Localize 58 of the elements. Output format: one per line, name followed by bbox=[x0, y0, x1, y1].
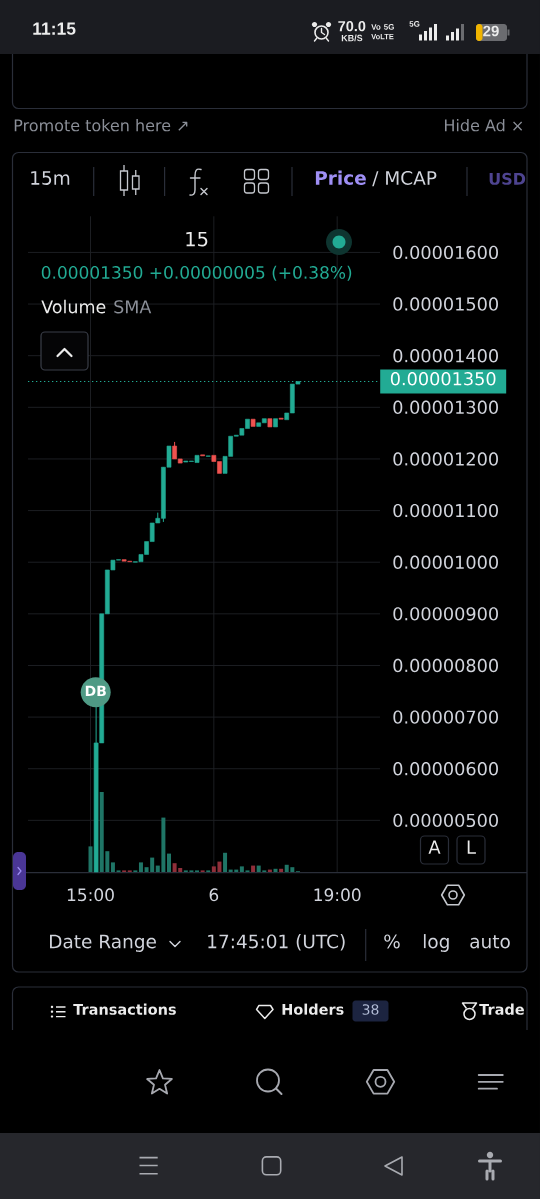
text: Vo bbox=[371, 24, 381, 30]
y-tick-label: 0.00001200 bbox=[393, 452, 498, 466]
text: Promote token here ↗ bbox=[14, 118, 188, 132]
y-tick-label: 0.00000900 bbox=[393, 607, 498, 621]
candlestick bbox=[200, 454, 205, 457]
y-tick-label: 0.00001100 bbox=[393, 503, 498, 518]
text: USD bbox=[489, 172, 526, 185]
y-tick-label: 0.00000500 bbox=[393, 813, 498, 828]
y-tick-label: 0.00000600 bbox=[393, 762, 498, 776]
text: 17:45:01 (UTC) bbox=[208, 934, 345, 951]
text: 70.0 bbox=[338, 21, 366, 32]
y-tick-label: 0.00001300 bbox=[393, 400, 498, 415]
chart-title: Volume bbox=[41, 299, 106, 314]
y-tick-label: 0.00001400 bbox=[393, 348, 498, 363]
y-tick-label: 0.00001500 bbox=[393, 297, 498, 311]
text: L bbox=[467, 840, 476, 854]
text: A bbox=[428, 840, 441, 854]
text: / MCAP bbox=[372, 170, 437, 187]
candlestick bbox=[278, 417, 284, 420]
text: 15m bbox=[31, 171, 70, 185]
text: Hide Ad × bbox=[445, 118, 523, 132]
y-tick-label: 0.00001000 bbox=[393, 555, 498, 569]
x-tick-label: 15:00 bbox=[67, 888, 114, 902]
text: log bbox=[423, 934, 449, 952]
bar bbox=[166, 853, 171, 872]
text: Price bbox=[315, 170, 366, 185]
text: 29 bbox=[483, 25, 499, 37]
y-tick-label: 0.00001600 bbox=[393, 245, 498, 260]
text: 38 bbox=[362, 1004, 379, 1015]
bar bbox=[88, 846, 93, 872]
y-tick-label: 0.00000700 bbox=[393, 710, 498, 724]
text: 11:15 bbox=[33, 22, 76, 35]
y-tick-label: 0.00000800 bbox=[393, 658, 498, 673]
ref-line-label: 0.00001350 bbox=[390, 372, 496, 386]
text: Transactions bbox=[73, 1003, 176, 1015]
text: Trade bbox=[479, 1003, 524, 1015]
x-tick-label: 19:00 bbox=[314, 888, 361, 902]
bar bbox=[223, 852, 228, 872]
bar bbox=[273, 868, 278, 872]
text: 5G bbox=[383, 24, 394, 30]
annotation: DB bbox=[85, 685, 106, 696]
candlestick bbox=[273, 418, 278, 428]
x-tick-label: 6 bbox=[209, 888, 219, 902]
candlestick bbox=[250, 418, 256, 427]
text: 15 bbox=[186, 231, 208, 247]
text: 0.00001350 +0.00000005 (+0.38%) bbox=[41, 265, 352, 281]
text: Holders bbox=[282, 1003, 344, 1015]
text: Date Range bbox=[50, 934, 156, 952]
candlestick bbox=[267, 418, 273, 428]
bar bbox=[110, 862, 115, 872]
text: % bbox=[384, 934, 400, 949]
bar bbox=[251, 865, 256, 872]
chart-subtitle: SMA bbox=[114, 300, 152, 314]
text: 5G bbox=[409, 21, 420, 27]
bar bbox=[138, 862, 143, 872]
text: KB/S bbox=[341, 34, 363, 42]
text: auto bbox=[470, 935, 510, 949]
bar bbox=[279, 868, 284, 872]
